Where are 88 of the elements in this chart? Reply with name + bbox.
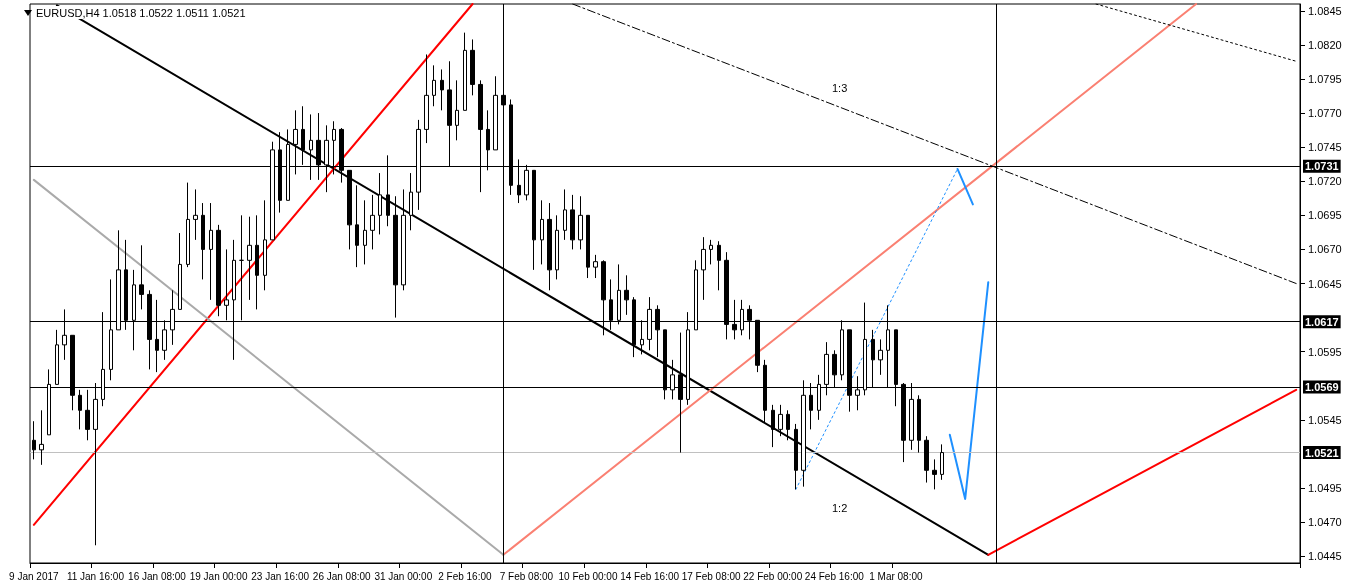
y-tick-label: 1.0720	[1308, 175, 1342, 188]
candlestick	[547, 202, 552, 291]
candlestick	[493, 75, 498, 151]
candlestick	[255, 214, 259, 310]
x-tick-label: 16 Jan 08:00	[128, 570, 187, 582]
x-tick-label: 17 Feb 08:00	[681, 570, 742, 582]
x-tick-label: 11 Jan 16:00	[66, 570, 125, 582]
y-tick-label: 1.0845	[1308, 4, 1342, 17]
candlestick	[578, 195, 583, 250]
x-tick-label: 19 Jan 00:00	[189, 570, 248, 582]
candlestick	[917, 394, 921, 454]
candlestick	[201, 202, 205, 280]
candlestick	[771, 404, 775, 448]
annotation: 1:3	[832, 81, 848, 94]
y-tick-label: 1.0820	[1308, 38, 1342, 51]
candlestick	[786, 409, 790, 441]
ref-line-label: 1.0521	[1305, 446, 1339, 459]
candlestick	[463, 32, 467, 111]
x-tick-label: 22 Feb 00:00	[743, 570, 803, 582]
y-tick-label: 1.0745	[1308, 141, 1342, 154]
candlestick	[85, 389, 90, 441]
y-tick-label: 1.0495	[1308, 482, 1342, 495]
candlestick	[347, 169, 352, 250]
x-tick-label: 31 Jan 00:00	[374, 570, 433, 582]
candlestick	[778, 404, 783, 437]
candlestick	[555, 214, 559, 280]
x-tick-label: 10 Feb 00:00	[558, 570, 618, 582]
candlestick	[570, 194, 575, 250]
candlestick	[32, 420, 36, 460]
y-tick-label: 1.0545	[1308, 413, 1342, 426]
candlestick	[470, 38, 475, 96]
candlestick	[432, 64, 436, 107]
y-tick-label: 1.0795	[1308, 72, 1342, 85]
ref-line-label: 1.0617	[1305, 315, 1339, 328]
candlestick	[717, 240, 721, 291]
candlestick	[709, 239, 713, 265]
candlestick	[355, 184, 359, 268]
x-tick-label: 24 Feb 16:00	[804, 570, 865, 582]
y-tick-label: 1.0595	[1308, 345, 1342, 358]
candlestick	[370, 194, 375, 250]
candlestick	[178, 232, 182, 310]
candlestick	[247, 216, 252, 301]
candlestick	[209, 202, 213, 301]
candlestick	[924, 435, 929, 484]
y-tick-label: 1.0645	[1308, 277, 1342, 290]
y-tick-label: 1.0445	[1308, 550, 1342, 563]
candlestick	[193, 188, 198, 241]
candlestick	[39, 409, 44, 466]
candlestick	[378, 172, 382, 235]
candlestick	[586, 214, 590, 279]
candlestick	[55, 329, 59, 385]
x-tick-label: 9 Jan 2017	[9, 570, 60, 582]
x-tick-label: 23 Jan 16:00	[251, 570, 310, 582]
ref-line-label: 1.0731	[1305, 160, 1339, 173]
x-tick-label: 7 Feb 08:00	[499, 570, 554, 582]
candlestick	[393, 195, 398, 319]
y-tick-label: 1.0695	[1308, 209, 1342, 222]
ref-line-label: 1.0569	[1305, 381, 1339, 394]
x-tick-label: 1 Mar 08:00	[869, 570, 924, 582]
y-tick-label: 1.0670	[1308, 243, 1342, 256]
candlestick	[932, 458, 937, 490]
candlestick	[563, 188, 567, 241]
annotation: 1:2	[832, 501, 848, 514]
candlestick	[440, 68, 444, 111]
candlestick	[424, 53, 429, 144]
candlestick	[701, 236, 706, 301]
candlestick	[363, 199, 367, 265]
y-tick-label: 1.0470	[1308, 516, 1342, 529]
candlestick	[532, 169, 536, 271]
chart-title: EURUSD,H4 1.0518 1.0522 1.0511 1.0521	[36, 6, 246, 19]
candlestick	[409, 172, 413, 231]
candlestick	[624, 274, 629, 316]
candlestick	[455, 79, 459, 141]
candlestick	[263, 199, 267, 291]
x-tick-label: 14 Feb 16:00	[620, 570, 680, 582]
candlestick	[401, 188, 406, 291]
x-tick-label: 2 Feb 16:00	[438, 570, 492, 582]
x-tick-label: 26 Jan 08:00	[312, 570, 372, 582]
candlestick	[139, 244, 144, 310]
y-tick-label: 1.0770	[1308, 107, 1342, 120]
candlestick	[78, 389, 82, 430]
candlestick	[186, 182, 190, 268]
candlestick	[593, 254, 598, 279]
candlestick	[216, 224, 221, 317]
candlestick	[940, 443, 944, 481]
candlestick	[878, 338, 883, 376]
candlestick	[540, 199, 544, 265]
candlestick	[794, 423, 798, 490]
